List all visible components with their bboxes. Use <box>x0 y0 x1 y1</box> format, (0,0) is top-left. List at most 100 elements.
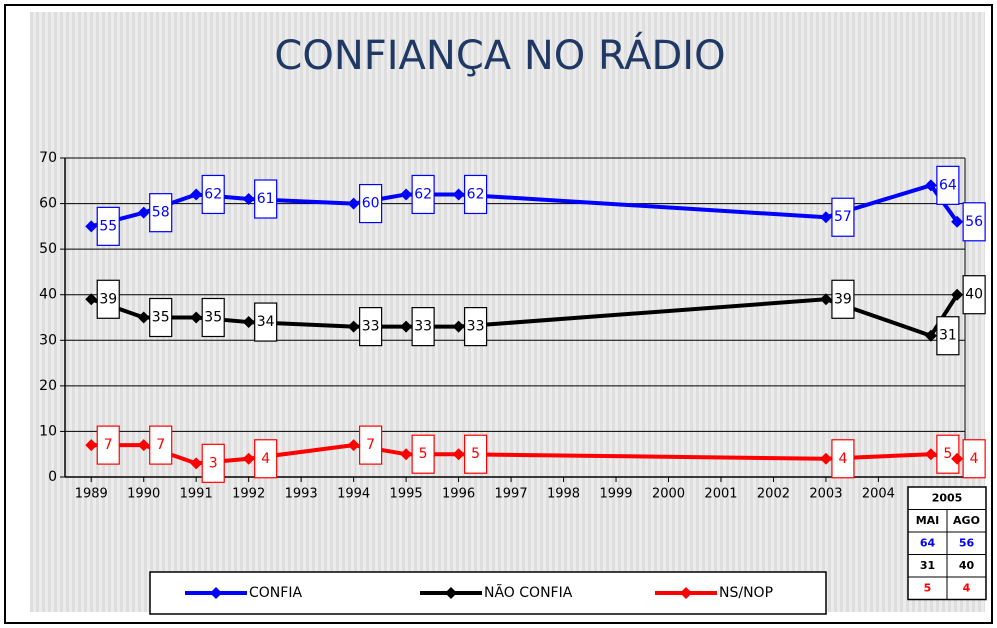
data-label: 4 <box>261 451 270 467</box>
table-cell: 4 <box>963 581 971 594</box>
x-tick-label: 2004 <box>862 487 895 502</box>
data-label: 40 <box>965 287 983 303</box>
marker <box>400 320 413 333</box>
data-label: 33 <box>414 319 432 335</box>
data-label: 64 <box>939 177 957 193</box>
legend-label: NS/NOP <box>719 585 773 601</box>
data-label-box <box>149 193 173 233</box>
data-label-box <box>96 206 120 246</box>
x-tick-label: 1991 <box>180 487 213 502</box>
data-label-box <box>411 307 435 347</box>
y-tick-label: 60 <box>39 196 57 212</box>
marker <box>242 193 255 206</box>
marker <box>951 288 964 301</box>
data-label: 61 <box>257 191 275 207</box>
x-tick-label: 2003 <box>809 487 842 502</box>
data-label-box <box>831 197 855 237</box>
data-label: 62 <box>204 186 222 202</box>
data-label: 55 <box>99 218 117 234</box>
data-label-box <box>463 307 488 347</box>
x-tick-label: 1993 <box>285 487 318 502</box>
data-label: 33 <box>362 319 380 335</box>
data-label-box <box>962 275 986 315</box>
legend-label: NÃO CONFIA <box>484 584 573 601</box>
marker <box>242 316 255 329</box>
legend-marker <box>445 587 457 599</box>
data-label-box <box>359 183 383 224</box>
x-tick-label: 2000 <box>652 487 685 502</box>
table-cell: 40 <box>959 559 975 572</box>
data-label-box <box>411 434 435 474</box>
marker <box>924 329 937 342</box>
data-label: 7 <box>366 437 375 453</box>
x-tick-label: 1989 <box>75 487 108 502</box>
y-tick-label: 0 <box>48 469 57 485</box>
data-label: 7 <box>104 437 113 453</box>
marker <box>347 320 360 333</box>
x-tick-label: 1995 <box>390 487 423 502</box>
marker <box>347 197 360 210</box>
data-label-box <box>96 425 120 465</box>
marker <box>85 439 98 452</box>
x-tick-label: 1994 <box>337 487 370 502</box>
data-label: 60 <box>362 196 380 212</box>
data-label-box <box>936 165 960 205</box>
y-tick-label: 10 <box>39 423 57 439</box>
data-label-box <box>831 279 855 319</box>
marker <box>951 215 964 228</box>
data-label-box <box>962 439 986 479</box>
data-label-box <box>254 439 278 479</box>
marker <box>400 448 413 461</box>
x-tick-label: 1990 <box>127 487 160 502</box>
marker <box>819 293 832 306</box>
data-label: 56 <box>965 214 983 230</box>
data-label: 4 <box>970 451 979 467</box>
data-label-box <box>149 297 173 338</box>
data-label: 62 <box>467 186 485 202</box>
marker <box>951 452 964 465</box>
y-tick-label: 30 <box>39 332 57 348</box>
marker <box>137 439 150 452</box>
marker <box>452 188 465 201</box>
data-label-box <box>936 434 960 474</box>
data-label-box <box>254 302 278 342</box>
legend-label: CONFIA <box>249 585 302 601</box>
table-cell: 5 <box>924 581 932 594</box>
marker <box>85 293 98 306</box>
y-tick-label: 20 <box>39 378 57 394</box>
marker <box>347 439 360 452</box>
y-tick-label: 40 <box>39 287 57 303</box>
data-label: 39 <box>834 291 852 307</box>
marker <box>452 448 465 461</box>
x-tick-label: 2002 <box>757 487 790 502</box>
table-cell: 64 <box>920 536 936 549</box>
x-tick-label: 2001 <box>704 487 737 502</box>
marker <box>400 188 413 201</box>
data-label-box <box>201 297 225 338</box>
x-tick-label: 1992 <box>232 487 265 502</box>
data-label: 35 <box>152 310 170 326</box>
data-label-box <box>201 174 225 215</box>
data-label-box <box>96 279 120 319</box>
data-label-box <box>254 179 278 219</box>
data-label: 31 <box>939 328 957 344</box>
data-label: 35 <box>204 310 222 326</box>
data-label-box <box>936 316 960 356</box>
data-label-box <box>359 425 383 465</box>
x-tick-label: 1997 <box>495 487 528 502</box>
data-label: 3 <box>209 455 218 471</box>
y-tick-label: 70 <box>39 150 57 166</box>
data-label-box <box>831 439 855 479</box>
data-label: 5 <box>471 446 480 462</box>
data-label: 5 <box>419 446 428 462</box>
data-label: 39 <box>99 291 117 307</box>
data-label: 57 <box>834 209 852 225</box>
marker <box>137 311 150 324</box>
marker <box>924 179 937 192</box>
legend-marker <box>680 587 692 599</box>
data-label: 62 <box>414 186 432 202</box>
marker <box>924 448 937 461</box>
table-cell: 31 <box>920 559 935 572</box>
chart-title: CONFIANÇA NO RÁDIO <box>274 31 725 79</box>
